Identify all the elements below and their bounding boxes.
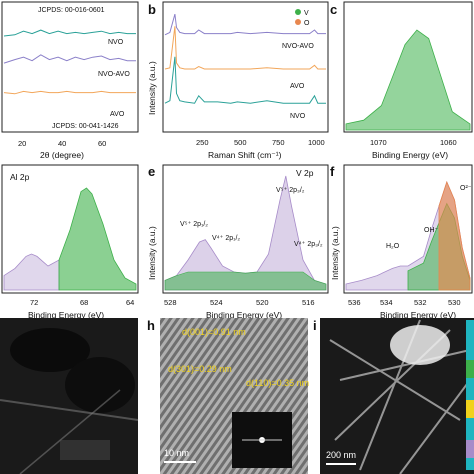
legend-v-marker (295, 9, 301, 15)
tick-label: 250 (196, 138, 209, 147)
x-ticks-f: 536 534 532 530 (348, 298, 461, 307)
annotation-v5-2p12: V⁵⁺ 2p₁/₂ (180, 221, 208, 228)
tick-label: 530 (448, 298, 461, 307)
tick-label: 1070 (370, 138, 387, 147)
tick-label: 528 (164, 298, 177, 307)
x-axis-label: Binding Energy (eV) (380, 310, 456, 320)
series-avo-line (164, 26, 326, 70)
series-nvo-avo-line (3, 54, 136, 64)
annotation-h2o: H₂O (386, 243, 400, 250)
x-ticks-a: 20 40 60 (18, 139, 106, 148)
scalebar-label: 10 nm (164, 448, 189, 458)
panel-f: f Intensity (a.u.) H₂O OH⁻ O²⁻ 536 534 5… (330, 164, 473, 320)
panel-letter: i (313, 318, 317, 333)
legend-nvo-avo: NVO-AVO (282, 43, 314, 50)
legend-nvo: NVO (290, 113, 306, 120)
panel-c: c 1070 1060 Binding Energy (eV) (330, 1, 473, 160)
x-axis-label: Binding Energy (eV) (28, 310, 104, 320)
series-nvo-line (3, 29, 136, 37)
panel-a: JCPDS: 00-016-0601 JCPDS: 00-041-1426 NV… (0, 0, 140, 160)
annotation-v5-2p32: V⁵⁺ 2p₃/₂ (276, 187, 305, 194)
x-ticks-e: 528 524 520 516 (164, 298, 315, 307)
d-spacing-110: d(110)=0.35 nm (246, 378, 309, 388)
xps-peak-area (164, 271, 327, 291)
tick-label: 40 (58, 139, 66, 148)
legend-avo: AVO (290, 83, 305, 90)
tick-label: 524 (210, 298, 223, 307)
tick-label: 516 (302, 298, 315, 307)
d-spacing-001: d(001)=0.91 nm (182, 327, 246, 337)
x-ticks-b: 250 500 750 1000 (196, 138, 325, 147)
tick-label: 68 (80, 298, 88, 307)
panel-d: Al 2p 72 68 64 Binding Energy (eV) (1, 164, 139, 320)
tick-label: 536 (348, 298, 361, 307)
annotation-o2: O²⁻ (460, 185, 472, 192)
y-axis-label: Intensity (a.u.) (330, 226, 340, 280)
panel-g-tem-image (0, 318, 139, 474)
panel-letter: e (148, 164, 155, 179)
x-ticks-d: 72 68 64 (30, 298, 134, 307)
x-axis-label: Raman Shift (cm⁻¹) (208, 150, 282, 160)
x-axis-label: Binding Energy (eV) (206, 310, 282, 320)
legend-v-label: V (304, 10, 309, 17)
jcpds-top-label: JCPDS: 00-016-0601 (38, 7, 105, 14)
tick-label: 20 (18, 139, 26, 148)
y-axis-label: Intensity (a.u.) (147, 61, 157, 115)
panel-letter: b (148, 2, 156, 17)
xps-peak-area (3, 253, 60, 291)
panel-e: e Intensity (a.u.) V 2p V⁵⁺ 2p₁/₂ V⁴⁺ 2p… (147, 164, 329, 320)
tick-label: 60 (98, 139, 106, 148)
annotation-v4-2p12: V⁴⁺ 2p₁/₂ (212, 235, 240, 242)
xps-peak-area (345, 29, 471, 131)
panel-letter: f (330, 164, 335, 179)
legend-nvo: NVO (108, 39, 124, 46)
panel-i-sem-image: i 200 nm (313, 318, 474, 474)
tick-label: 520 (256, 298, 269, 307)
legend-o-label: O (304, 20, 310, 27)
series-nvo-avo-line (164, 13, 326, 36)
x-ticks-c: 1070 1060 (370, 138, 457, 147)
xps-peak-area (58, 187, 137, 291)
annotation-oh: OH⁻ (424, 227, 439, 234)
tick-label: 72 (30, 298, 38, 307)
panel-b: b Intensity (a.u.) NVO-AVO AVO NVO V O 2… (147, 1, 329, 160)
legend-nvo-avo: NVO-AVO (98, 71, 130, 78)
panel-title: V 2p (296, 168, 314, 178)
tick-label: 532 (414, 298, 427, 307)
xps-peak-area (438, 180, 471, 291)
legend-avo: AVO (110, 111, 125, 118)
panel-letter: h (147, 318, 155, 333)
series-avo-line (3, 90, 136, 95)
series-nvo-line (164, 56, 326, 104)
scalebar-label: 200 nm (326, 450, 356, 460)
y-axis-label: Intensity (a.u.) (147, 226, 157, 280)
tick-label: 64 (126, 298, 134, 307)
x-axis-label: 2θ (degree) (40, 150, 84, 160)
legend-o-marker (295, 19, 301, 25)
x-axis-label: Binding Energy (eV) (372, 150, 448, 160)
annotation-v4-2p32: V⁴⁺ 2p₃/₂ (294, 241, 323, 248)
d-spacing-301: d(301)=0.29 nm (168, 364, 232, 374)
panel-letter: c (330, 2, 337, 17)
panel-h-hrtem-image: h d(001)=0.91 nm d(301)=0.29 nm d(110)=0… (147, 318, 309, 474)
tick-label: 500 (234, 138, 247, 147)
panel-title: Al 2p (10, 172, 30, 182)
tick-label: 534 (380, 298, 393, 307)
jcpds-bottom-label: JCPDS: 00-041-1426 (52, 123, 119, 130)
tick-label: 1060 (440, 138, 457, 147)
tick-label: 750 (272, 138, 285, 147)
tick-label: 1000 (308, 138, 325, 147)
